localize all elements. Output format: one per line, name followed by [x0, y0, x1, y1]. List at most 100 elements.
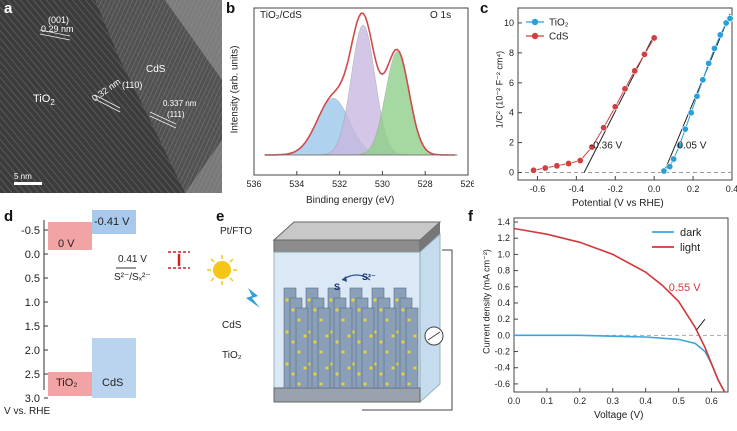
cds-schematic-label: CdS [222, 320, 242, 331]
cds-vb-box [92, 338, 136, 398]
cds-nanoparticle [363, 382, 367, 386]
ms-point-cds [588, 143, 596, 151]
ms-point-tio2 [710, 44, 718, 52]
jv-y-tick-label: 0.6 [497, 282, 510, 292]
ms-x-tick-label: -0.6 [530, 184, 546, 194]
lattice-029-label: 0.29 nm [41, 24, 74, 34]
redox-value-label: 0.41 V [118, 254, 147, 265]
cds-nanoparticle [335, 372, 339, 376]
pt-fto-top [272, 221, 442, 241]
ms-x-axis-label: Potential (V vs RHE) [572, 198, 664, 209]
ms-x-tick-label: -0.2 [608, 184, 624, 194]
xps-x-axis-label: Binding energy (eV) [306, 195, 395, 206]
jv-y-tick-label: -0.4 [494, 363, 510, 373]
jv-x-tick-label: 0.4 [639, 396, 652, 406]
band-y-tick-label: 1.5 [25, 321, 40, 333]
cds-nanoparticle [319, 318, 323, 322]
ms-point-cds [530, 166, 538, 174]
cds-nanoparticle [363, 350, 367, 354]
cds-nanoparticle [401, 340, 405, 344]
lattice-110-label: (110) [122, 80, 143, 90]
jv-x-tick-label: 0.0 [508, 396, 521, 406]
panel-c-letter: c [480, 0, 489, 17]
panel-f-jv-curves: f 0.0 0.1 0.2 0.3 0.4 0.5 0.6 1.4 1.2 1.0 0.8 0.6 0.… [466, 208, 737, 426]
cds-nanoparticle [297, 350, 301, 354]
cds-nanoparticle [325, 366, 329, 370]
jv-x-tick-label: 0.2 [574, 396, 587, 406]
ms-y-tick-label: 10 [504, 18, 514, 28]
jv-voc-arrow [696, 318, 706, 330]
sun-rays-icon [207, 255, 237, 285]
band-y-tick-label: 2.0 [25, 345, 40, 357]
jv-x-tick-label: 0.1 [541, 396, 554, 406]
cds-nanoparticle [385, 382, 389, 386]
cds-nanoparticle [291, 340, 295, 344]
xps-x-tick-label: 532 [332, 179, 347, 189]
cds-nanoparticle [379, 372, 383, 376]
panel-e-device-schematic: e Pt/FTO S²⁻ S CdS TiO₂ [202, 208, 464, 426]
tio2-vb-box [48, 372, 92, 396]
band-diagram: -0.5 0.0 0.5 1.0 1.5 2.0 2.5 3.0 [21, 210, 190, 405]
cds-nanoparticle [319, 382, 323, 386]
ms-point-tio2 [705, 59, 713, 67]
scale-bar-label: 5 nm [14, 172, 32, 181]
ms-y-tick-label: 8 [509, 48, 514, 58]
band-y-tick-label: 0.5 [25, 273, 40, 285]
ms-y-tick-label: 0 [509, 168, 514, 178]
xps-peak-2 [264, 24, 458, 156]
cds-nanoparticle [285, 362, 289, 366]
tio2-cb-box [48, 222, 92, 250]
jv-plot-frame [513, 217, 729, 393]
cds-nanoparticle [319, 350, 323, 354]
panel-b-xps: b 536 534 532 530 528 526 TiO₂/CdS O 1s Inten… [224, 0, 476, 212]
ms-point-tio2 [693, 92, 701, 100]
ms-point-cds [576, 157, 584, 165]
ms-x-tick-label: -0.4 [569, 184, 585, 194]
cds-nanoparticle [313, 372, 317, 376]
jv-voc-annotation: 0.55 V [669, 282, 701, 294]
cds-nanoparticle [297, 382, 301, 386]
ms-point-tio2 [716, 31, 724, 39]
ion-s-label: S [334, 282, 341, 292]
ms-legend-label: TiO₂ [549, 18, 569, 29]
xps-chart: 536 534 532 530 528 526 [246, 7, 476, 189]
tio2-cb-label: 0 V [58, 238, 75, 250]
band-y-tick-label: 3.0 [25, 393, 40, 405]
ms-annotation-tio2: 0.05 V [678, 141, 707, 152]
cds-nanoparticle [401, 372, 405, 376]
tem-micrograph [0, 0, 222, 193]
cds-nanoparticle [285, 298, 289, 302]
jv-legend-label: dark [680, 227, 702, 239]
cds-nanoparticle [341, 350, 345, 354]
cds-nanoparticle [391, 366, 395, 370]
panel-a-letter: a [4, 0, 13, 17]
ms-legend-marker [531, 32, 539, 40]
cds-nanoparticle [347, 334, 351, 338]
band-y-tick-label: 0.0 [25, 249, 40, 261]
lattice-0337-label: 0.337 nm [163, 99, 197, 108]
jv-y-tick-label: 0.4 [497, 298, 510, 308]
tio2-vb-label: TiO₂ [56, 377, 78, 389]
jv-y-tick-label: 1.4 [497, 217, 510, 227]
cds-nanoparticle [369, 366, 373, 370]
cds-nanoparticle [335, 308, 339, 312]
xps-plot-frame [253, 7, 469, 176]
ms-y-axis-label: 1/C² (10⁻² F⁻² cm⁴) [494, 50, 505, 129]
ms-point-cds [640, 50, 648, 58]
cds-nanoparticle [385, 318, 389, 322]
cds-nanoparticle [329, 298, 333, 302]
ms-x-tick-label: 0.0 [648, 184, 661, 194]
jv-y-tick-label: 0.2 [497, 314, 510, 324]
ms-y-tick-label: 4 [509, 108, 514, 118]
jv-chart: 0.0 0.1 0.2 0.3 0.4 0.5 0.6 1.4 1.2 1.0 0.8 0.6 0.4 0… [494, 217, 729, 406]
ms-annotation-cds: -0.36 V [590, 141, 623, 152]
panel-f-letter: f [468, 208, 473, 225]
pt-fto-label: Pt/FTO [220, 226, 253, 237]
cell-schematic [207, 221, 453, 411]
band-y-tick-label: -0.5 [21, 225, 40, 237]
jv-legend-label: light [680, 242, 700, 254]
jv-y-tick-label: 1.2 [497, 233, 510, 243]
band-axis-label: V vs. RHE [4, 406, 51, 417]
cds-nanoparticle [357, 308, 361, 312]
pt-fto-front [273, 239, 421, 253]
